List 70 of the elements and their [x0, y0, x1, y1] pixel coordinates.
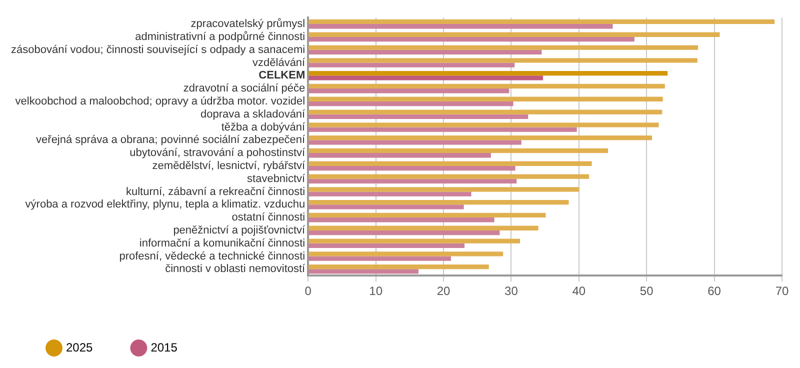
- bar: [308, 252, 504, 256]
- y-tick-label: peněžnictví a pojišťovnictví: [173, 224, 306, 236]
- x-tick-label: 70: [775, 284, 789, 298]
- x-tick-label: 40: [572, 284, 586, 298]
- x-tick-label: 20: [436, 284, 451, 298]
- bar: [308, 127, 577, 132]
- bar: [308, 136, 652, 140]
- bar: [308, 140, 522, 145]
- bar: [308, 153, 491, 158]
- bar: [308, 122, 659, 128]
- y-tick-label: zpracovatelský průmysl: [190, 18, 306, 30]
- bar: [308, 218, 494, 222]
- bar: [308, 114, 528, 119]
- bar: [308, 71, 668, 76]
- bar: [308, 174, 590, 179]
- bar: [308, 256, 451, 261]
- y-tick-label: CELKEM: [258, 70, 306, 82]
- y-tick-label: vzdělávání: [252, 56, 306, 69]
- bar: [308, 166, 516, 171]
- y-tick-label: profesní, vědecké a technické činnosti: [119, 250, 306, 262]
- bar: [308, 148, 608, 154]
- bar: [308, 96, 663, 102]
- bar: [308, 226, 538, 230]
- bar: [308, 204, 464, 210]
- y-tick-label: informační a komunikační činnosti: [139, 237, 306, 250]
- bar: [308, 76, 544, 80]
- y-tick-label: administrativní a podpůrné činnosti: [135, 30, 306, 43]
- bar: [308, 269, 418, 274]
- bar: [308, 88, 510, 94]
- bar: [308, 36, 634, 42]
- bar: [308, 238, 520, 244]
- y-tick-label: veřejná správa a obrana; povinné sociální zabezpečení: [36, 134, 306, 146]
- bar: [308, 192, 472, 196]
- bar: [308, 178, 517, 184]
- y-tick-label: kulturní, zábavní a rekreační činnosti: [126, 186, 306, 198]
- bar: [308, 101, 514, 106]
- y-tick-label: doprava a skladování: [200, 108, 306, 120]
- y-tick-label: ostatní činnosti: [232, 212, 306, 224]
- bar: [308, 58, 698, 63]
- bar: [308, 32, 720, 37]
- bar: [308, 50, 542, 54]
- bar: [308, 110, 662, 114]
- bar: [308, 187, 579, 192]
- bar: [308, 200, 569, 205]
- y-tick-label: výroba a rozvod elektřiny, plynu, tepla a klimatiz. vzduchu: [25, 198, 306, 211]
- bar: [308, 45, 698, 50]
- x-tick-label: 0: [304, 284, 312, 298]
- legend-label: 2015: [150, 340, 178, 354]
- y-tick-label: činnosti v oblasti nemovitostí: [165, 263, 306, 276]
- x-tick-label: 10: [369, 284, 383, 298]
- bar: [308, 264, 489, 270]
- y-tick-label: velkoobchod a maloobchod; opravy a údržba motor. vozidel: [15, 95, 306, 108]
- bar: [308, 24, 613, 29]
- x-tick-label: 60: [708, 284, 722, 298]
- legend-label: 2025: [66, 340, 94, 354]
- bar: [308, 212, 546, 218]
- y-tick-label: stavebnictví: [247, 172, 306, 185]
- bar: [308, 243, 464, 248]
- x-tick-label: 30: [504, 284, 518, 298]
- bar: [308, 84, 665, 89]
- bar: [308, 230, 500, 236]
- y-tick-label: těžba a dobývání: [221, 121, 306, 134]
- y-tick-label: zásobování vodou; činnosti související s odpady a sanacemi: [10, 44, 306, 56]
- x-tick-label: 50: [640, 284, 654, 298]
- bar: [308, 62, 515, 68]
- bar: [308, 19, 775, 24]
- bar: [308, 161, 592, 166]
- y-tick-label: ubytování, stravování a pohostinství: [130, 147, 306, 160]
- y-tick-label: zdravotní a sociální péče: [183, 82, 306, 95]
- y-tick-label: zemědělství, lesnictví, rybářství: [152, 160, 306, 172]
